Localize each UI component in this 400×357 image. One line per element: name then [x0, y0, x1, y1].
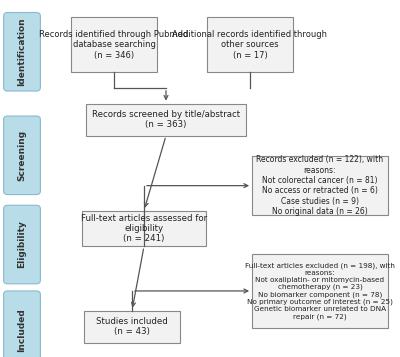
Text: Studies included
(n = 43): Studies included (n = 43) [96, 317, 168, 336]
FancyBboxPatch shape [4, 205, 40, 284]
Text: Records identified through Pubmed
database searching
(n = 346): Records identified through Pubmed databa… [39, 30, 189, 60]
FancyBboxPatch shape [252, 156, 388, 215]
FancyBboxPatch shape [4, 291, 40, 357]
FancyBboxPatch shape [4, 12, 40, 91]
FancyBboxPatch shape [71, 17, 157, 72]
FancyBboxPatch shape [207, 17, 293, 72]
Text: Records excluded (n = 122), with
reasons:
Not colorectal cancer (n = 81)
No acce: Records excluded (n = 122), with reasons… [256, 155, 384, 216]
FancyBboxPatch shape [4, 116, 40, 195]
Text: Screening: Screening [18, 130, 26, 181]
FancyBboxPatch shape [86, 104, 246, 136]
FancyBboxPatch shape [82, 211, 206, 246]
Text: Included: Included [18, 308, 26, 352]
FancyBboxPatch shape [84, 311, 180, 343]
Text: Records screened by title/abstract
(n = 363): Records screened by title/abstract (n = … [92, 110, 240, 129]
Text: Identification: Identification [18, 17, 26, 86]
Text: Full-text articles excluded (n = 198), with
reasons:
Not oxaliplatin- or mitomyc: Full-text articles excluded (n = 198), w… [245, 262, 395, 320]
Text: Full-text articles assessed for
eligibility
(n = 241): Full-text articles assessed for eligibil… [81, 213, 207, 243]
FancyBboxPatch shape [252, 254, 388, 328]
Text: Eligibility: Eligibility [18, 221, 26, 268]
Text: Additional records identified through
other sources
(n = 17): Additional records identified through ot… [172, 30, 328, 60]
